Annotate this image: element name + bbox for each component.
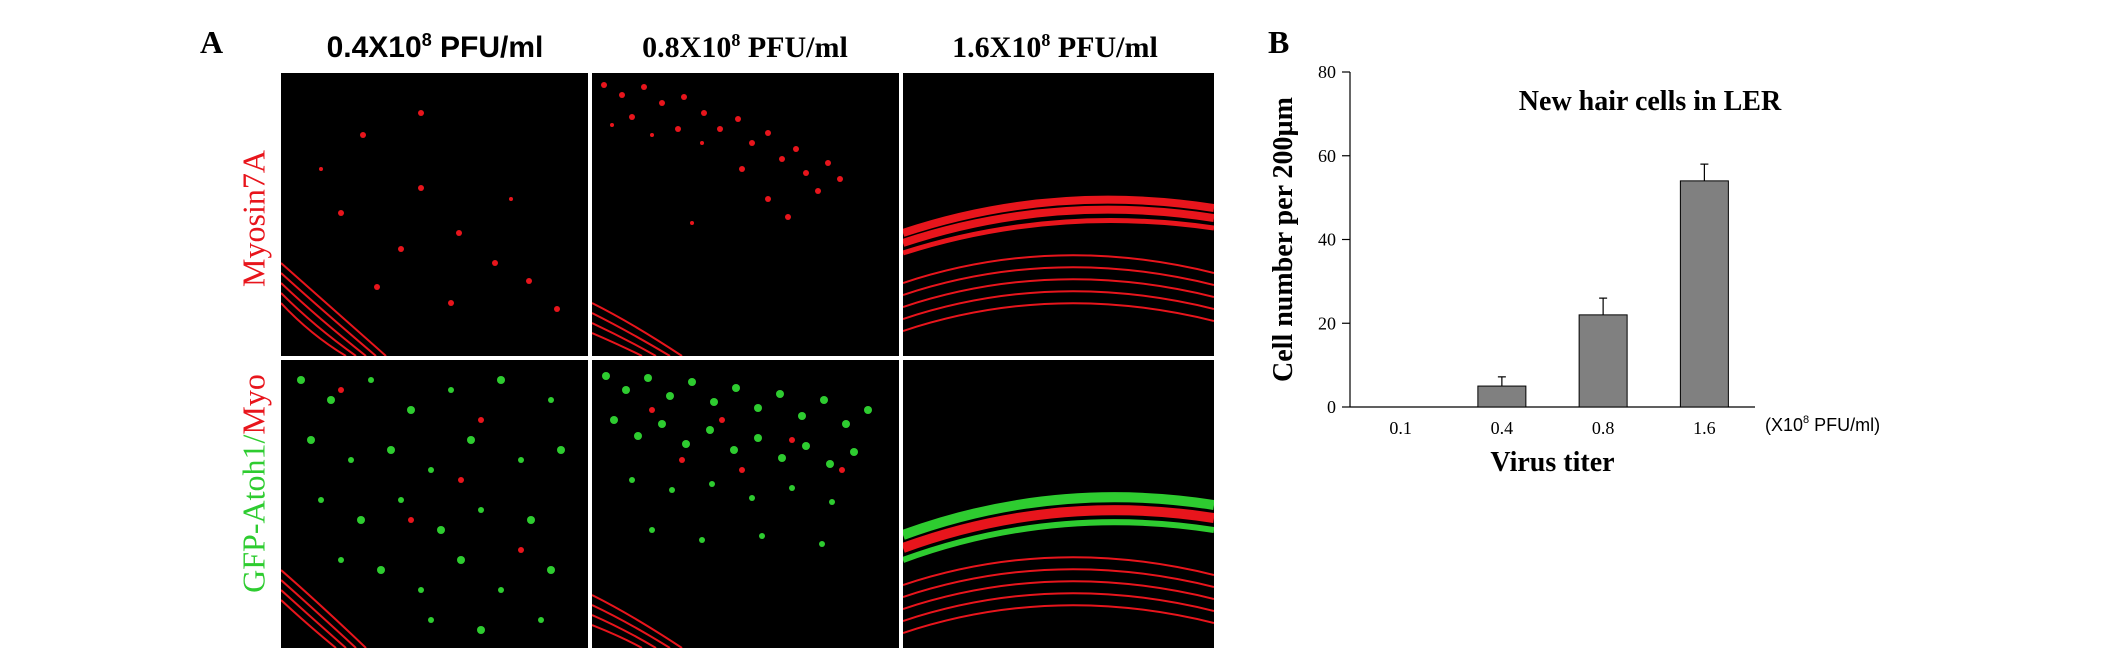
column-header-2-main: 0.8X10 — [642, 31, 732, 64]
column-header-1: 0.4X108 PFU/ml — [285, 30, 585, 65]
x-tick-label: 0.1 — [1389, 418, 1412, 438]
row-label-myosin7a: Myosin7A — [235, 150, 272, 287]
x-tick-label: 0.4 — [1491, 418, 1514, 438]
x-axis-unit: (X108 PFU/ml) — [1765, 414, 1880, 435]
y-tick-label: 60 — [1318, 146, 1336, 166]
panel-a-letter: A — [200, 24, 224, 60]
gfp-cells — [602, 372, 872, 547]
chart-bars — [1477, 163, 1729, 408]
column-header-3: 1.6X108 PFU/ml — [905, 30, 1205, 65]
row-label-myo: Myo — [235, 374, 272, 435]
bar-chart: New hair cells in LER Cell number per 20… — [1268, 62, 1880, 478]
x-tick-label: 0.8 — [1592, 418, 1615, 438]
myosin-hair-cell-band — [903, 195, 1214, 256]
myosin-outer-band — [592, 302, 683, 356]
panel-b-letter: B — [1268, 24, 1290, 60]
column-header-3-main: 1.6X10 — [952, 31, 1042, 64]
x-axis-label: Virus titer — [1490, 447, 1614, 478]
x-unit-suffix: PFU/ml) — [1809, 415, 1880, 435]
column-header-1-exp: 8 — [421, 30, 432, 50]
y-tick-label: 0 — [1327, 397, 1336, 417]
micrograph-merge-0-8 — [592, 360, 899, 648]
column-header-1-main: 0.4X10 — [326, 31, 422, 64]
y-tick-label: 20 — [1318, 313, 1336, 333]
myosin-outer-band — [592, 594, 683, 648]
micrograph-myosin-1-6 — [903, 73, 1214, 356]
micrograph-merge-1-6 — [903, 360, 1214, 648]
myosin-outer-band — [281, 262, 387, 356]
gfp-cells — [297, 376, 565, 634]
row-label-gfp-atoh1-myo: GFP-Atoh1/Myo — [236, 334, 273, 634]
myosin-outer-band — [903, 254, 1214, 332]
y-tick-label: 80 — [1318, 62, 1336, 82]
x-unit-exp: 8 — [1803, 414, 1809, 426]
bar — [1679, 180, 1729, 408]
row-label-gfp-atoh1: GFP-Atoh1/ — [235, 434, 272, 593]
myosin-cells — [319, 110, 560, 312]
bar — [1477, 385, 1527, 408]
column-header-3-exp: 8 — [1041, 30, 1051, 50]
myosin-outer-band — [281, 569, 367, 648]
column-header-2-unit: PFU/ml — [740, 31, 848, 64]
micrograph-myosin-0-4 — [281, 73, 588, 356]
chart-title: New hair cells in LER — [1519, 86, 1782, 117]
column-header-2-exp: 8 — [731, 30, 741, 50]
column-header-1-unit: PFU/ml — [431, 31, 544, 64]
myosin-cells — [601, 82, 843, 225]
bar — [1578, 314, 1628, 408]
column-header-2: 0.8X108 PFU/ml — [595, 30, 895, 65]
myosin-cells — [338, 387, 524, 553]
micrograph-myosin-0-8 — [592, 73, 899, 356]
column-header-3-unit: PFU/ml — [1050, 31, 1158, 64]
x-unit-prefix: (X10 — [1765, 415, 1803, 435]
y-tick-label: 40 — [1318, 230, 1336, 250]
merge-hair-cell-band — [903, 492, 1214, 563]
myosin-cells — [649, 407, 845, 473]
micrograph-merge-0-4 — [281, 360, 588, 648]
y-axis-label: Cell number per 200µm — [1268, 97, 1299, 382]
x-tick-label: 1.6 — [1693, 418, 1716, 438]
myosin-outer-band — [903, 556, 1214, 634]
